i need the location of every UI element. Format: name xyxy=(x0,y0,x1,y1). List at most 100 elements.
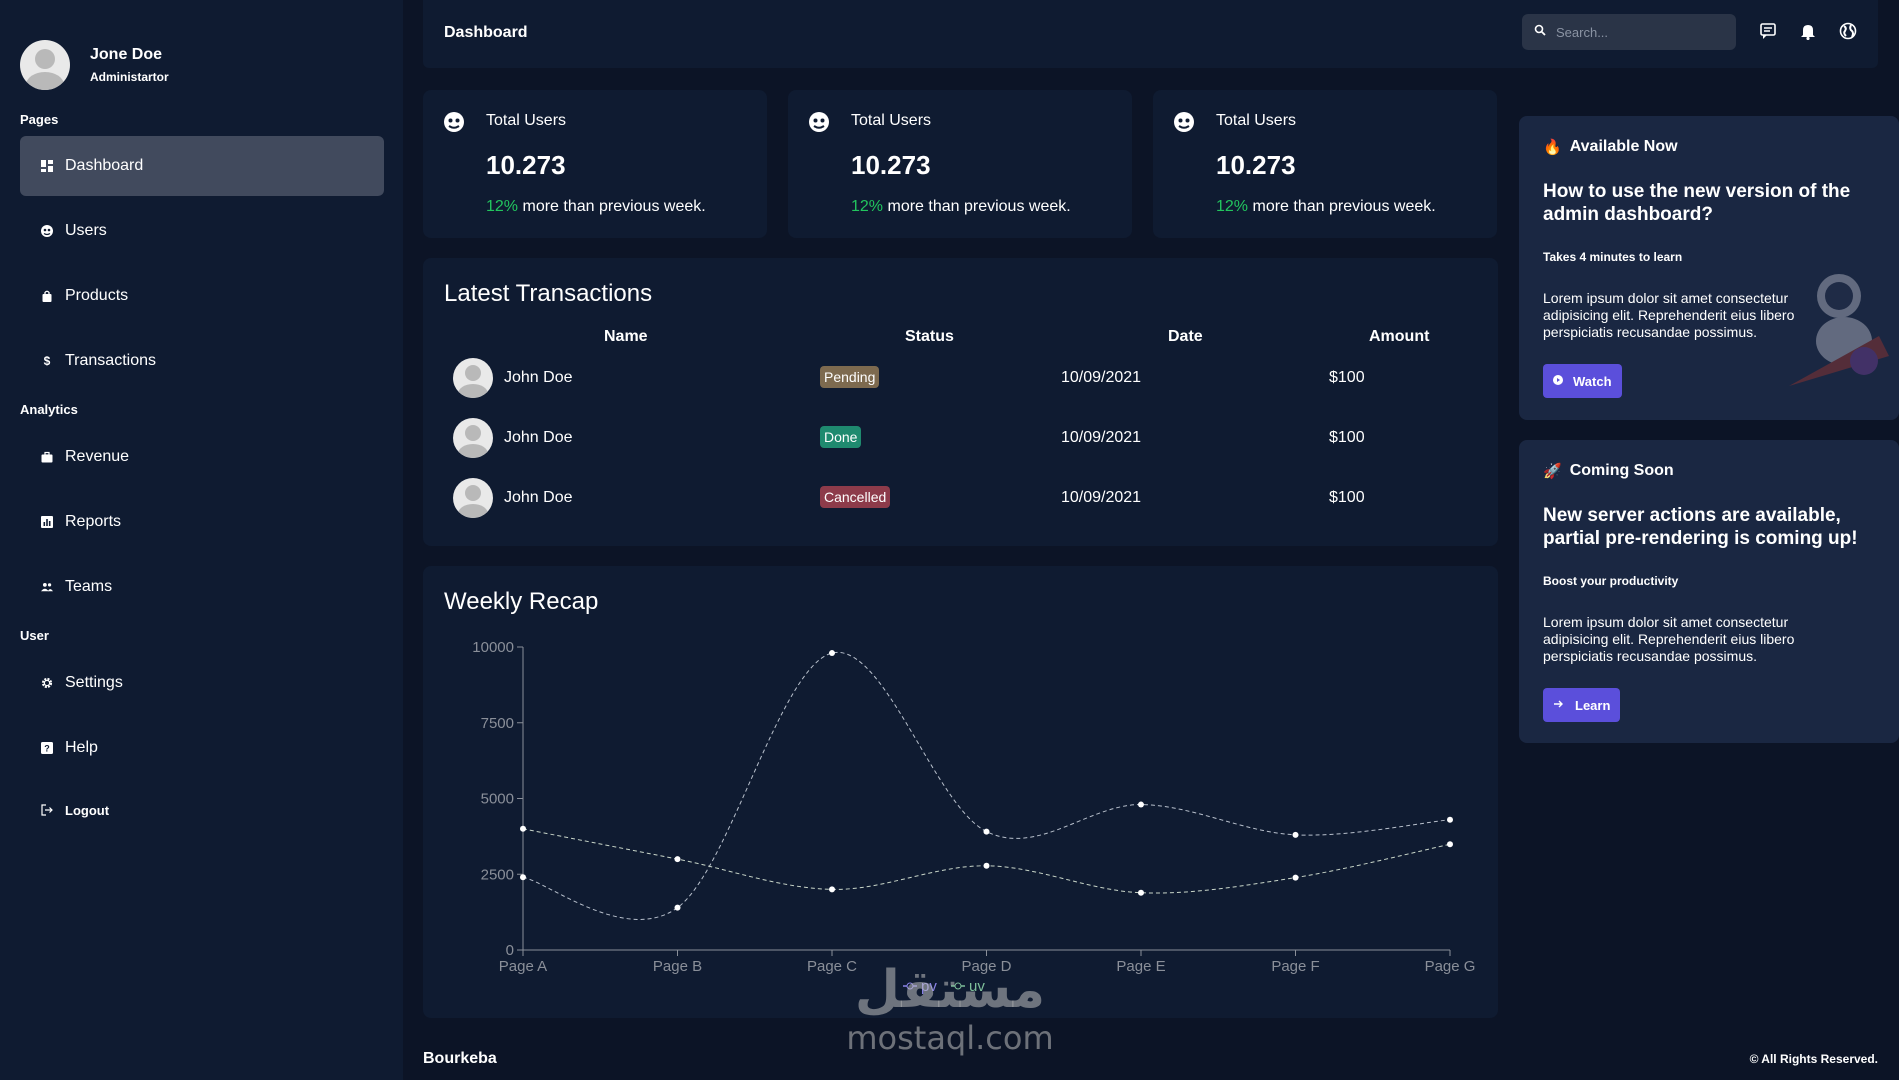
card-body: Lorem ipsum dolor sit amet consectetur a… xyxy=(1543,614,1795,664)
profile-name: Jone Doe xyxy=(90,46,163,63)
sidebar-item-label: Transactions xyxy=(65,352,156,369)
row-name: John Doe xyxy=(504,489,573,506)
stat-note-text: more than previous week. xyxy=(522,198,706,215)
stat-value: 10.273 xyxy=(851,150,931,180)
legend-label: pv xyxy=(921,978,937,995)
card-heading: 🚀 Coming Soon xyxy=(1543,462,1674,480)
stat-note: 12% more than previous week. xyxy=(486,198,706,216)
avatar xyxy=(20,40,70,90)
page-title: Dashboard xyxy=(444,24,528,41)
data-point-uv xyxy=(674,856,681,863)
stat-label: Total Users xyxy=(1216,112,1297,129)
data-point-pv xyxy=(1292,831,1299,838)
data-point-pv xyxy=(829,650,835,657)
stat-percent: 12% xyxy=(1216,198,1249,215)
card-subtitle: Boost your productivity xyxy=(1543,574,1679,588)
team-icon xyxy=(41,581,53,593)
bell-icon[interactable] xyxy=(1799,22,1817,40)
row-amount: $100 xyxy=(1329,369,1365,386)
sidebar-item-revenue[interactable]: Revenue xyxy=(20,427,384,487)
search-icon xyxy=(1534,23,1546,41)
sidebar-item-label: Products xyxy=(65,287,129,304)
stat-value: 10.273 xyxy=(486,150,566,180)
transactions-panel: Latest Transactions Name Status Date Amo… xyxy=(423,258,1498,546)
sidebar-item-settings[interactable]: Settings xyxy=(20,653,384,713)
globe-icon[interactable] xyxy=(1839,22,1857,40)
dollar-icon: $ xyxy=(43,354,51,368)
section-label-pages: Pages xyxy=(20,112,59,127)
help-icon: ? xyxy=(41,742,53,754)
sidebar-item-logout[interactable]: Logout xyxy=(20,780,384,840)
sidebar-item-help[interactable]: ? Help xyxy=(20,718,384,778)
data-point-uv xyxy=(520,825,526,832)
row-amount: $100 xyxy=(1329,429,1365,446)
x-tick-label: Page B xyxy=(653,958,702,975)
shopping-bag-icon xyxy=(41,290,53,302)
card-subtitle: Takes 4 minutes to learn xyxy=(1543,250,1683,264)
x-tick-label: Page E xyxy=(1116,958,1165,975)
watch-button[interactable]: Watch xyxy=(1543,364,1622,398)
stat-percent: 12% xyxy=(851,198,884,215)
stat-note-text: more than previous week. xyxy=(1252,198,1436,215)
card-title: How to use the new version of the admin … xyxy=(1543,181,1851,225)
x-tick-label: Page D xyxy=(961,958,1011,975)
sidebar-item-teams[interactable]: Teams xyxy=(20,557,384,617)
watermark: مستقل mostaql.com xyxy=(830,960,1070,1056)
x-tick-label: Page C xyxy=(807,958,857,975)
legend-marker xyxy=(906,982,914,990)
card-heading-text: Available Now xyxy=(1569,138,1678,155)
status-badge: Cancelled xyxy=(820,486,891,508)
user-profile[interactable]: Jone Doe Administartor xyxy=(20,40,169,90)
search-input[interactable] xyxy=(1556,24,1726,40)
section-label-user: User xyxy=(20,628,49,643)
x-tick-label: Page A xyxy=(499,958,547,975)
stat-value: 10.273 xyxy=(1216,150,1296,180)
y-tick-label: 2500 xyxy=(481,866,514,883)
sidebar-item-products[interactable]: Products xyxy=(20,266,384,326)
sidebar-item-label: Revenue xyxy=(65,448,130,465)
avatar xyxy=(453,418,493,458)
sidebar-item-label: Settings xyxy=(65,674,123,691)
sidebar-item-label: Logout xyxy=(65,802,110,818)
card-body: Lorem ipsum dolor sit amet consectetur a… xyxy=(1543,290,1795,340)
weekly-recap-chart[interactable]: 0 2500 5000 7500 10000 Page A Page B Page C Page… xyxy=(423,566,1498,1018)
column-header-amount: Amount xyxy=(1369,328,1430,345)
y-tick-label: 10000 xyxy=(472,639,514,656)
briefcase-icon xyxy=(41,451,53,463)
arrow-right-icon xyxy=(1553,699,1565,712)
series-line-uv xyxy=(522,828,1451,894)
dashboard-icon xyxy=(41,160,53,172)
sidebar-item-label: Reports xyxy=(65,513,122,530)
data-point-pv xyxy=(674,904,681,911)
messages-icon[interactable] xyxy=(1759,22,1777,40)
weekly-recap-title: Weekly Recap xyxy=(444,588,599,615)
learn-button[interactable]: Learn xyxy=(1543,688,1621,722)
column-header-name: Name xyxy=(604,328,648,345)
card-heading: 🔥 Available Now xyxy=(1543,138,1678,156)
data-point-pv xyxy=(1138,801,1144,808)
y-tick-label: 0 xyxy=(506,942,514,959)
watermark-latin: mostaql.com xyxy=(846,1019,1054,1057)
legend-label: uv xyxy=(969,978,985,995)
stat-label: Total Users xyxy=(851,112,932,129)
users-icon xyxy=(809,112,829,132)
watermark-arabic: مستقل xyxy=(854,960,1046,1020)
series-line-pv xyxy=(522,652,1451,920)
play-icon xyxy=(1553,374,1563,388)
watch-button-label: Watch xyxy=(1573,373,1612,389)
y-tick-label: 5000 xyxy=(481,791,514,808)
avatar xyxy=(453,358,493,398)
row-date: 10/09/2021 xyxy=(1061,369,1142,386)
row-name: John Doe xyxy=(504,369,573,386)
sidebar-item-dashboard[interactable]: Dashboard xyxy=(20,136,384,196)
sidebar-item-users[interactable]: Users xyxy=(20,201,384,261)
sidebar-item-transactions[interactable]: $ Transactions xyxy=(20,331,384,391)
sidebar-item-reports[interactable]: Reports xyxy=(20,492,384,552)
search-box[interactable] xyxy=(1522,14,1736,50)
chart-icon xyxy=(41,516,53,528)
fire-icon: 🔥 xyxy=(1543,139,1562,156)
section-label-analytics: Analytics xyxy=(20,402,78,417)
x-tick-label: Page F xyxy=(1271,958,1319,975)
astronaut-illustration xyxy=(1789,274,1889,386)
profile-role: Administartor xyxy=(90,70,169,84)
